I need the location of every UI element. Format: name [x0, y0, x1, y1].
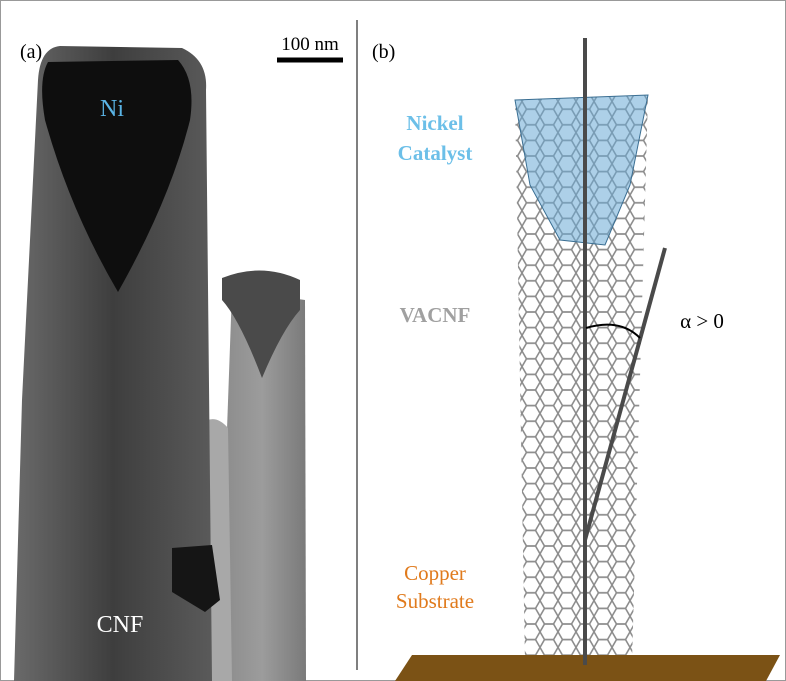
catalyst-label: Catalyst — [398, 141, 473, 165]
substrate-label: Copper — [404, 561, 466, 585]
panel-label: (a) — [20, 41, 42, 63]
vacnf-label: VACNF — [400, 303, 471, 327]
ni-label: Ni — [100, 96, 124, 122]
panel-label: (b) — [372, 41, 395, 63]
scale-bar-label: 100 nm — [281, 34, 339, 55]
angle-label: α > 0 — [680, 309, 724, 333]
copper-substrate — [395, 655, 780, 681]
catalyst-label: Nickel — [406, 111, 463, 135]
substrate-label: Substrate — [396, 589, 474, 613]
cnf-label: CNF — [97, 612, 144, 638]
figure: (a) 100 nm Ni CNF (b) Nickel Catalyst VA… — [0, 0, 786, 681]
